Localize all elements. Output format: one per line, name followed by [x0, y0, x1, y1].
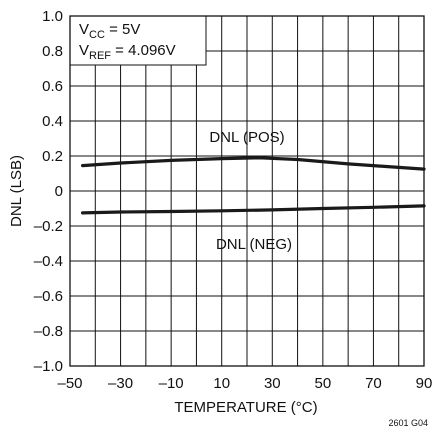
series-label-dnl-neg: DNL (NEG) [216, 236, 292, 253]
y-tick-label: 1.0 [42, 8, 63, 25]
x-tick-label: 30 [264, 375, 281, 392]
series-layer [80, 156, 426, 215]
x-tick-label: 70 [365, 375, 382, 392]
y-tick-label: 0 [55, 183, 63, 200]
condition-vcc-label: VCC = 5V [79, 21, 140, 41]
x-tick-label: 90 [416, 375, 433, 392]
y-tick-label: –0.4 [34, 253, 63, 270]
y-tick-labels: 1.0 0.8 0.6 0.4 0.2 0 –0.2 –0.4 –0.6 –0.8 –1.0 [34, 8, 63, 375]
x-tick-label: –50 [57, 375, 82, 392]
y-tick-label: –0.8 [34, 323, 63, 340]
y-tick-label: –0.6 [34, 288, 63, 305]
y-tick-label: 0.6 [42, 78, 63, 95]
figure-id: 2601 G04 [388, 418, 428, 428]
y-tick-label: 0.2 [42, 148, 63, 165]
y-tick-label: 0.4 [42, 113, 63, 130]
x-tick-labels: –50 –30 –10 10 30 50 70 90 [57, 375, 432, 392]
condition-vref-label: VREF = 4.096V [79, 42, 176, 62]
x-tick-label: –10 [159, 375, 184, 392]
series-label-dnl-pos: DNL (POS) [209, 129, 284, 146]
series-line-dnl-neg [80, 204, 426, 215]
x-tick-label: –30 [108, 375, 133, 392]
x-tick-label: 10 [213, 375, 230, 392]
y-tick-label: 0.8 [42, 43, 63, 60]
y-tick-label: –1.0 [34, 358, 63, 375]
series-line-dnl-pos [80, 156, 426, 171]
y-axis-title: DNL (LSB) [8, 155, 25, 227]
y-tick-label: –0.2 [34, 218, 63, 235]
grid [69, 15, 424, 366]
x-axis-title: TEMPERATURE (°C) [174, 399, 317, 416]
condition-box [69, 15, 207, 66]
plot-frame [69, 15, 425, 367]
x-tick-label: 50 [315, 375, 332, 392]
